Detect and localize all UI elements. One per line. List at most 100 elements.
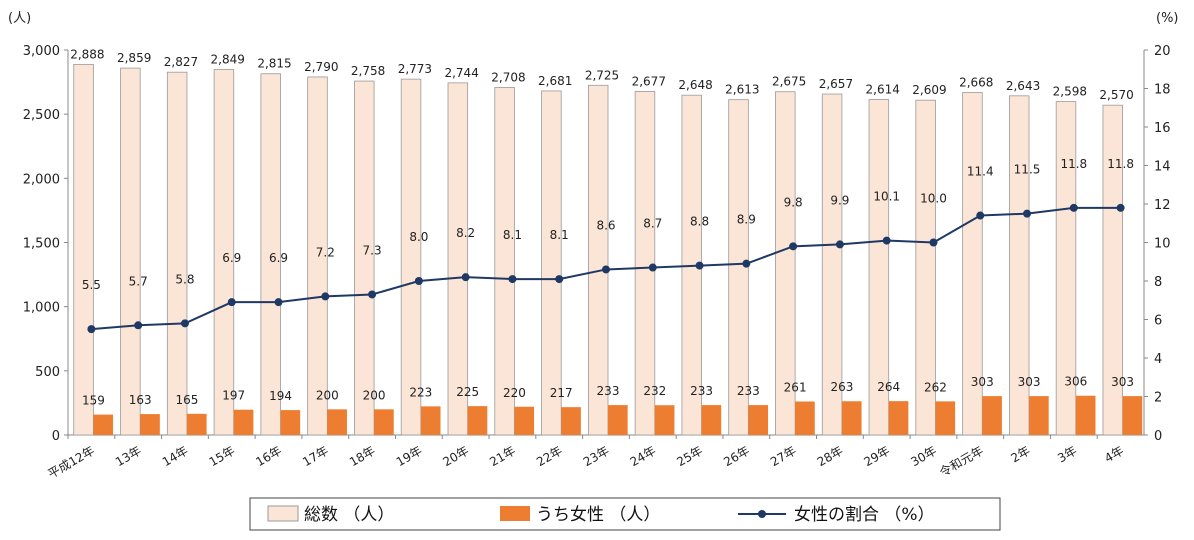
total-bar bbox=[1055, 101, 1077, 436]
total-bar bbox=[166, 71, 188, 436]
total-bar bbox=[1008, 95, 1030, 436]
ratio-value-label: 11.5 bbox=[1014, 163, 1041, 177]
category-label: 27年 bbox=[768, 443, 799, 469]
left-tick-label: 3,000 bbox=[23, 44, 60, 59]
legend-label-ratio: 女性の割合 （%） bbox=[794, 505, 935, 525]
legend: 総数 （人） うち女性 （人） 女性の割合 （%） bbox=[249, 497, 1001, 531]
women-bar bbox=[140, 414, 160, 435]
ratio-value-label: 8.6 bbox=[596, 218, 615, 232]
legend-swatch-ratio-point bbox=[758, 510, 766, 518]
total-bar bbox=[1102, 104, 1124, 436]
right-tick-label: 2 bbox=[1154, 391, 1162, 406]
women-bar bbox=[795, 401, 815, 435]
ratio-point bbox=[414, 277, 423, 285]
women-value-label: 200 bbox=[363, 388, 386, 402]
ratio-value-label: 11.4 bbox=[967, 165, 994, 179]
category-label: 23年 bbox=[581, 443, 612, 469]
women-value-label: 233 bbox=[690, 384, 713, 398]
total-bar bbox=[494, 87, 515, 436]
women-bar bbox=[280, 410, 301, 435]
left-tick-label: 0 bbox=[52, 429, 60, 444]
ratio-point bbox=[461, 273, 470, 282]
women-bar bbox=[93, 414, 114, 435]
total-bar bbox=[260, 73, 281, 436]
right-tick-label: 10 bbox=[1154, 237, 1171, 252]
ratio-point bbox=[87, 325, 96, 334]
total-value-label: 2,888 bbox=[70, 47, 104, 61]
right-tick-label: 6 bbox=[1154, 314, 1162, 329]
total-value-label: 2,849 bbox=[211, 52, 245, 66]
ratio-point bbox=[1023, 209, 1032, 218]
ratio-point bbox=[602, 265, 610, 274]
women-bar bbox=[467, 406, 488, 435]
women-bar bbox=[608, 405, 628, 435]
total-bar bbox=[447, 82, 469, 436]
total-bar bbox=[354, 80, 375, 436]
ratio-point bbox=[789, 242, 798, 251]
total-value-label: 2,677 bbox=[632, 74, 666, 88]
women-bar bbox=[1029, 396, 1049, 435]
ratio-value-label: 6.9 bbox=[222, 251, 241, 265]
women-bar bbox=[748, 405, 768, 435]
category-label: 30年 bbox=[908, 443, 939, 469]
category-label: 平成12年 bbox=[45, 443, 96, 481]
ratio-point bbox=[929, 238, 938, 247]
category-label: 28年 bbox=[815, 443, 846, 469]
total-bar bbox=[728, 99, 749, 436]
ratio-value-label: 7.2 bbox=[316, 245, 335, 259]
total-bar bbox=[962, 92, 983, 436]
total-bar bbox=[400, 78, 422, 436]
women-value-label: 220 bbox=[503, 386, 526, 400]
category-label: 29年 bbox=[862, 443, 893, 469]
women-bar bbox=[701, 405, 722, 435]
ratio-value-label: 10.1 bbox=[873, 190, 900, 204]
ratio-value-label: 10.0 bbox=[920, 192, 947, 206]
total-bar bbox=[541, 90, 562, 436]
ratio-value-label: 11.8 bbox=[1107, 157, 1134, 171]
ratio-point bbox=[134, 321, 143, 330]
category-label: 2年 bbox=[1009, 443, 1033, 465]
bars bbox=[73, 63, 1143, 436]
ratio-value-label: 5.8 bbox=[175, 272, 194, 286]
women-value-label: 233 bbox=[737, 384, 760, 398]
category-label: 17年 bbox=[300, 443, 331, 469]
ratio-value-label: 8.1 bbox=[503, 228, 522, 242]
ratio-point bbox=[1116, 203, 1125, 212]
total-value-label: 2,675 bbox=[772, 75, 806, 89]
total-bar bbox=[213, 68, 235, 436]
total-bar bbox=[73, 63, 94, 436]
category-label: 20年 bbox=[441, 443, 472, 469]
right-tick-label: 14 bbox=[1154, 160, 1171, 175]
ratio-point bbox=[882, 236, 891, 245]
women-value-label: 232 bbox=[643, 384, 666, 398]
women-value-label: 223 bbox=[409, 385, 432, 399]
right-tick-label: 0 bbox=[1154, 429, 1162, 444]
total-value-label: 2,609 bbox=[912, 83, 946, 97]
right-tick-label: 4 bbox=[1154, 352, 1162, 367]
total-value-label: 2,668 bbox=[959, 76, 993, 90]
ratio-value-label: 9.8 bbox=[784, 195, 803, 209]
total-value-label: 2,598 bbox=[1053, 85, 1087, 99]
ratio-value-label: 9.9 bbox=[830, 193, 849, 207]
total-value-label: 2,790 bbox=[304, 60, 338, 74]
category-label: 3年 bbox=[1055, 443, 1079, 465]
women-bar bbox=[935, 401, 956, 435]
women-value-label: 303 bbox=[1018, 375, 1041, 389]
women-bar bbox=[374, 409, 394, 435]
women-value-label: 159 bbox=[82, 394, 105, 408]
legend-swatch-total bbox=[267, 505, 299, 522]
women-value-label: 200 bbox=[316, 388, 339, 402]
women-value-label: 163 bbox=[129, 393, 152, 407]
left-axis-unit: (人) bbox=[8, 11, 31, 26]
total-value-label: 2,657 bbox=[819, 77, 853, 91]
legend-label-women: うち女性 （人） bbox=[536, 505, 660, 525]
total-bar bbox=[307, 76, 328, 436]
women-bar bbox=[1075, 395, 1096, 435]
women-bar bbox=[186, 413, 207, 435]
total-bar bbox=[634, 91, 656, 436]
total-bar bbox=[120, 67, 141, 436]
left-tick-label: 2,500 bbox=[23, 108, 60, 123]
total-value-label: 2,859 bbox=[117, 51, 151, 65]
ratio-value-label: 7.3 bbox=[363, 243, 382, 257]
women-value-label: 197 bbox=[222, 389, 245, 403]
